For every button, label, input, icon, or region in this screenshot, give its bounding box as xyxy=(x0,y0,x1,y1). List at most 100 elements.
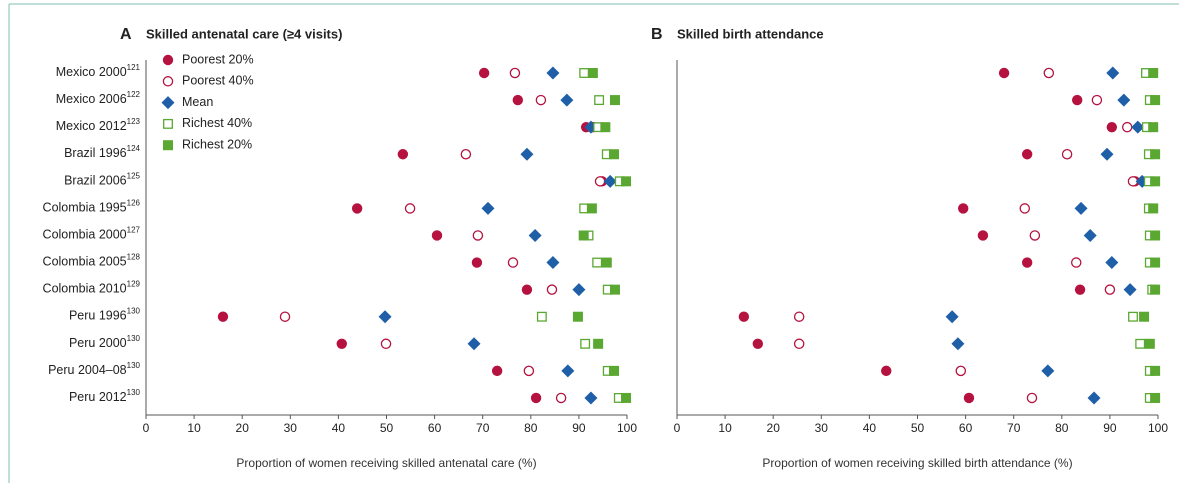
dot-richest40 xyxy=(1135,338,1146,349)
legend-label: Mean xyxy=(182,95,213,109)
dot-poorest40 xyxy=(1019,203,1031,214)
category-label: Peru 2000130 xyxy=(69,334,141,350)
dot-mean xyxy=(546,256,560,270)
dot-richest20 xyxy=(1150,257,1161,268)
dot-mean xyxy=(603,174,617,188)
dot-mean xyxy=(1087,391,1101,405)
dot-mean xyxy=(520,147,534,161)
dot-mean xyxy=(584,391,598,405)
category-name: Peru 1996 xyxy=(69,309,127,323)
dot-mean xyxy=(1100,147,1114,161)
category-ref: 124 xyxy=(127,144,141,153)
category-ref: 130 xyxy=(127,361,141,370)
dot-richest20 xyxy=(609,95,620,106)
category-name: Peru 2004–08 xyxy=(48,363,127,377)
dot-mean xyxy=(1117,93,1131,107)
x-tick-label: 60 xyxy=(428,421,442,435)
dot-mean xyxy=(1106,66,1120,80)
category-ref: 130 xyxy=(127,388,141,397)
dot-richest20 xyxy=(601,257,612,268)
dot-richest20 xyxy=(1144,338,1155,349)
dot-poorest40 xyxy=(380,338,392,350)
dot-richest20 xyxy=(609,149,620,160)
x-tick-label: 90 xyxy=(572,421,586,435)
x-tick-label: 20 xyxy=(767,421,781,435)
dot-mean xyxy=(1083,228,1097,242)
dot-poorest40 xyxy=(404,203,416,214)
legend-label: Poorest 20% xyxy=(182,52,254,66)
category-ref: 129 xyxy=(127,280,141,289)
category-name: Colombia 2000 xyxy=(43,228,127,242)
category-name: Colombia 1995 xyxy=(43,201,127,215)
dot-richest20 xyxy=(609,365,620,376)
category-label: Colombia 2000127 xyxy=(43,226,141,242)
dot-mean xyxy=(1105,256,1119,270)
dot-richest20 xyxy=(609,284,620,295)
x-axis-label: Proportion of women receiving skilled bi… xyxy=(762,456,1072,470)
dot-poorest40 xyxy=(1029,230,1041,241)
category-label: Peru 1996130 xyxy=(69,307,141,323)
category-label: Brazil 1996124 xyxy=(64,144,140,160)
category-label: Brazil 2006125 xyxy=(64,171,140,187)
x-tick-label: 30 xyxy=(284,421,298,435)
dot-poorest40 xyxy=(1121,121,1133,133)
category-name: Colombia 2005 xyxy=(43,255,127,269)
x-tick-label: 50 xyxy=(380,421,394,435)
dot-poorest20 xyxy=(530,392,542,404)
category-ref: 122 xyxy=(127,90,141,99)
dot-poorest20 xyxy=(512,94,524,106)
panel-letter: A xyxy=(120,26,132,43)
dot-richest20 xyxy=(1150,284,1161,295)
x-tick-label: 0 xyxy=(674,421,681,435)
dot-richest20 xyxy=(587,68,598,78)
category-name: Mexico 2006 xyxy=(56,92,127,106)
dot-poorest20 xyxy=(491,365,503,377)
dot-poorest40 xyxy=(1091,94,1103,106)
x-tick-label: 40 xyxy=(863,421,877,435)
dot-richest40 xyxy=(594,95,605,106)
dot-richest20 xyxy=(621,392,632,403)
x-axis-label: Proportion of women receiving skilled an… xyxy=(236,456,536,470)
dot-poorest40 xyxy=(472,230,484,241)
category-label: Colombia 2010129 xyxy=(43,280,141,296)
dot-mean xyxy=(1041,364,1055,378)
category-ref: 126 xyxy=(127,199,141,208)
dot-mean xyxy=(467,337,481,351)
x-tick-label: 40 xyxy=(332,421,346,435)
dot-poorest20 xyxy=(752,338,764,349)
dot-poorest40 xyxy=(279,311,291,322)
dot-poorest40 xyxy=(1104,284,1116,295)
dot-poorest20 xyxy=(963,392,975,404)
dot-mean xyxy=(528,228,542,242)
dot-richest20 xyxy=(586,203,597,214)
dot-richest20 xyxy=(1150,365,1161,376)
dot-mean xyxy=(481,201,495,215)
dot-poorest40 xyxy=(1026,392,1038,404)
dot-mean xyxy=(1074,201,1088,215)
dot-richest20 xyxy=(1148,68,1159,78)
dot-richest20 xyxy=(1150,149,1161,160)
x-tick-label: 70 xyxy=(1007,421,1021,435)
dot-poorest20 xyxy=(397,149,409,160)
dot-richest40 xyxy=(580,338,591,349)
dot-poorest40 xyxy=(1061,148,1073,160)
dot-richest40 xyxy=(1128,311,1138,322)
category-label: Mexico 2012123 xyxy=(56,117,141,133)
chart-title: Skilled birth attendance xyxy=(677,26,824,41)
category-label: Peru 2004–08130 xyxy=(48,361,140,377)
dot-poorest40 xyxy=(793,311,805,322)
dot-richest20 xyxy=(578,230,589,241)
dot-poorest20 xyxy=(1106,121,1118,133)
dot-richest20 xyxy=(1148,203,1159,214)
dot-poorest40 xyxy=(546,284,558,295)
category-label: Mexico 2006122 xyxy=(56,90,141,106)
category-name: Peru 2000 xyxy=(69,336,127,350)
dot-richest20 xyxy=(1148,122,1159,133)
dot-poorest20 xyxy=(217,311,229,322)
legend-label: Richest 40% xyxy=(182,116,252,130)
dot-mean xyxy=(1131,120,1145,134)
panel-letter: B xyxy=(651,26,663,43)
dot-poorest40 xyxy=(509,67,521,79)
dot-richest20 xyxy=(163,140,173,151)
category-ref: 130 xyxy=(127,307,141,316)
